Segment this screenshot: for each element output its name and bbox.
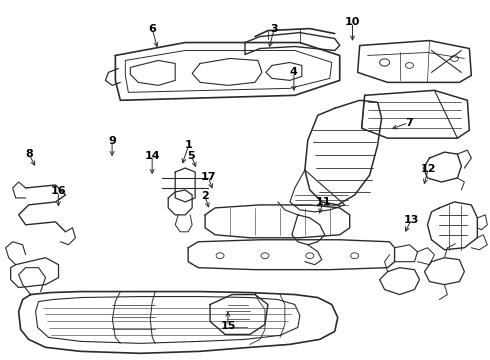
Text: 5: 5 [188,150,195,161]
Text: 15: 15 [220,321,236,331]
Text: 13: 13 [403,215,419,225]
Text: 10: 10 [345,17,360,27]
Text: 4: 4 [290,67,298,77]
Text: 7: 7 [405,118,413,128]
Text: 8: 8 [25,149,33,159]
Text: 14: 14 [145,150,160,161]
Text: 2: 2 [201,191,209,201]
Text: 17: 17 [200,172,216,182]
Text: 3: 3 [270,24,278,34]
Text: 9: 9 [108,136,116,146]
Text: 16: 16 [50,186,66,197]
Text: 11: 11 [316,197,331,207]
Text: 6: 6 [148,24,156,34]
Text: 12: 12 [420,164,436,174]
Text: 1: 1 [185,140,193,150]
